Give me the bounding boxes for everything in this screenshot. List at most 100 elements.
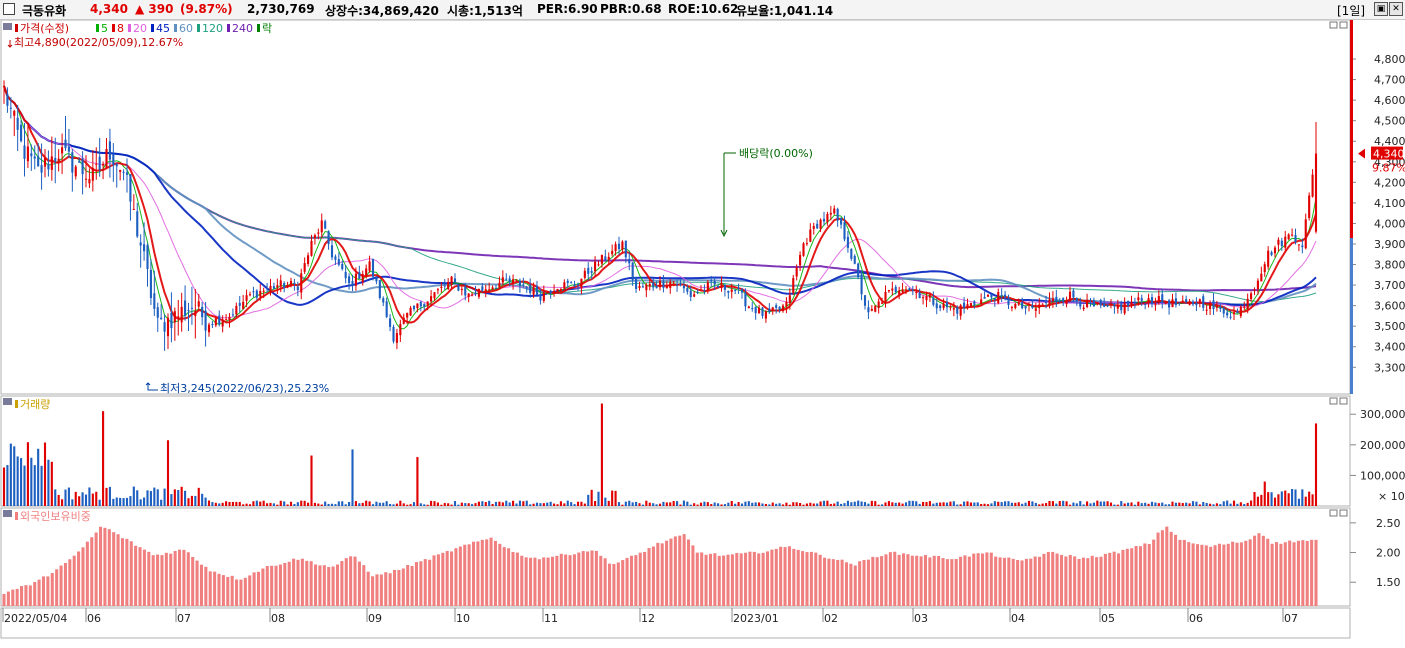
stock-name[interactable]: 극동유화 [22, 4, 67, 18]
period-selector[interactable]: [1일] [1337, 4, 1366, 18]
foreign-ratio-bar [1182, 539, 1186, 606]
volume-bar [819, 501, 822, 506]
volume-bar [1004, 501, 1007, 506]
volume-bar [669, 502, 672, 506]
candle-body [802, 243, 805, 256]
volume-bar [594, 500, 597, 506]
restore-icon[interactable]: ▣ [1374, 2, 1388, 16]
volume-bar [1062, 500, 1065, 506]
foreign-ratio-bar [340, 561, 344, 606]
select-checkbox[interactable] [3, 3, 15, 15]
foreign-ratio-bar [1217, 543, 1222, 606]
foreign-ratio-bar [283, 562, 287, 606]
reserve-ratio: 유보율:1,041.14 [736, 4, 834, 18]
candle-body [881, 302, 884, 304]
volume-bar [447, 503, 450, 506]
candle-body [1246, 298, 1249, 309]
foreign-ratio-bar [252, 572, 256, 606]
volume-bar [740, 503, 744, 506]
candle-body [1075, 297, 1078, 302]
foreign-ratio-bar [305, 560, 309, 606]
volume-bar [863, 502, 867, 506]
legend-swatch [96, 24, 99, 32]
legend-swatch [15, 512, 18, 520]
volume-bar [1219, 504, 1222, 506]
volume-bar [1116, 504, 1119, 506]
candle-body [211, 324, 214, 326]
foreign-ratio-bar [480, 539, 484, 606]
pane-menu-icon[interactable] [3, 510, 12, 517]
volume-bar [501, 502, 504, 506]
foreign-ratio-bar [441, 552, 445, 606]
candle-body [108, 141, 111, 160]
candle-body [894, 286, 897, 293]
candle-body [850, 248, 853, 259]
candle-body [300, 273, 303, 293]
candle-body [860, 274, 863, 295]
volume-bar [898, 502, 901, 506]
candle-body [453, 278, 457, 282]
candle-body [471, 294, 474, 296]
foreign-ratio-bar [686, 539, 691, 606]
volume-bar [1287, 493, 1290, 506]
candle-body [238, 302, 241, 306]
candle-body [272, 286, 275, 289]
volume-bar [43, 442, 47, 506]
close-icon[interactable]: ✕ [1389, 2, 1403, 16]
volume-bar [392, 504, 395, 506]
candle-body [805, 243, 808, 245]
volume-bar [184, 490, 187, 506]
market-cap: 시총:1,513억 [447, 4, 523, 18]
volume-bar [621, 504, 624, 506]
volume-bar [1045, 503, 1048, 506]
volume-bar [272, 503, 275, 506]
candle-body [515, 280, 518, 282]
candle-body [775, 305, 778, 308]
pane-buttons[interactable] [1329, 21, 1348, 517]
candle-body [64, 139, 67, 149]
candle-body [286, 284, 289, 288]
legend-swatch [257, 24, 260, 32]
candle-body [464, 286, 467, 296]
candle-body [430, 296, 433, 302]
candle-body [826, 213, 829, 223]
volume-bar [139, 499, 142, 506]
foreign-ratio-bar [1134, 546, 1138, 606]
foreign-ratio-bar [722, 555, 726, 606]
volume-bar [6, 465, 9, 506]
volume-bar [850, 502, 853, 506]
foreign-ratio-bar [748, 551, 752, 606]
candle-body [1068, 291, 1072, 302]
candle-body [382, 298, 385, 303]
volume-bar [1096, 500, 1099, 506]
candle-body [218, 315, 221, 325]
pane-menu-icon[interactable] [3, 398, 12, 405]
candle-body [371, 259, 375, 277]
foreign-ratio-bar [744, 552, 748, 606]
foreign-ratio-bar [173, 550, 177, 606]
candle-body [204, 310, 207, 331]
candle-body [173, 311, 176, 323]
candle-body [809, 229, 812, 242]
candle-body [870, 308, 873, 311]
candle-body [71, 152, 74, 173]
volume-bar [1048, 500, 1051, 506]
volume-bar [737, 502, 740, 506]
candle-body [1041, 304, 1044, 306]
candle-body [324, 221, 327, 229]
foreign-ratio-bar [897, 554, 901, 606]
volume-bar [153, 487, 156, 506]
foreign-ratio-bar [1239, 542, 1243, 606]
foreign-ratio-bar [954, 559, 958, 606]
foreign-ratio-bar [314, 564, 318, 606]
volume-bar [604, 497, 607, 506]
foreign-ratio-bar [976, 553, 980, 606]
foreign-ratio-bar [103, 527, 107, 606]
legend-label: 120 [202, 22, 223, 35]
pane-menu-icon[interactable] [3, 23, 12, 30]
foreign-ratio-bar [581, 551, 585, 606]
volume-bar [1000, 502, 1003, 506]
candle-body [283, 283, 286, 289]
foreign-ratio-bar [871, 556, 875, 606]
volume-bar [744, 501, 747, 506]
